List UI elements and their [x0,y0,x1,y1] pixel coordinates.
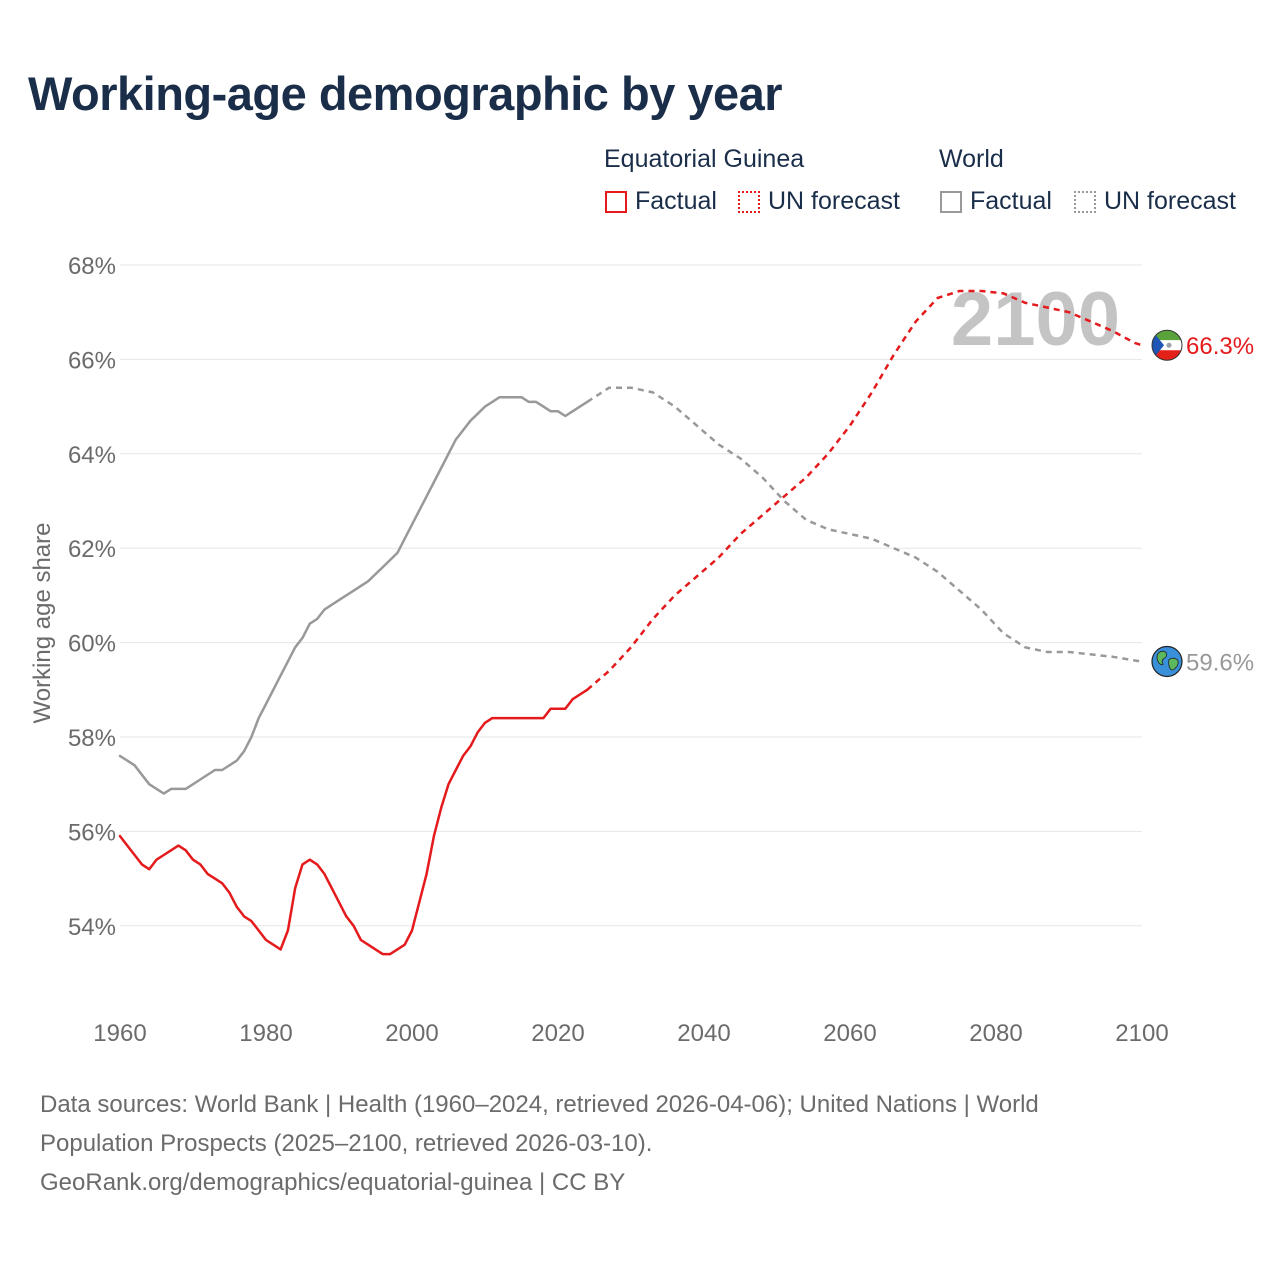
y-tick-label: 66% [68,347,116,374]
series-line-world-factual [118,395,589,795]
y-tick-label: 58% [68,725,116,752]
x-tick-label: 2060 [823,1020,876,1047]
footer-sources-line-1: Data sources: World Bank | Health (1960–… [40,1091,1039,1118]
end-value-label-world: 59.6% [1186,649,1254,676]
legend-label-world-factual: Factual [970,187,1052,215]
y-axis-label: Working age share [29,523,56,724]
legend-item-eq-factual[interactable]: Factual [605,187,717,216]
grid-lines [120,264,1142,927]
legend-title-equatorial-guinea: Equatorial Guinea [604,145,805,173]
x-axis-ticks: 1960 1980 2000 2020 2040 2060 2080 2100 [93,1020,1168,1047]
y-tick-label: 60% [68,631,116,658]
x-tick-label: 2020 [531,1020,584,1047]
x-tick-label: 2100 [1115,1020,1168,1047]
x-tick-label: 2040 [677,1020,730,1047]
x-tick-label: 1980 [239,1020,292,1047]
legend-swatch-eq-forecast [738,190,760,213]
legend-title-world: World [939,145,1004,173]
legend-label-world-forecast: UN forecast [1104,187,1236,215]
series-line-world-forecast [586,386,1143,663]
series-line-equatorial-guinea-factual [118,688,589,956]
x-tick-label: 1960 [93,1020,146,1047]
end-markers: 66.3% 59.6% [1151,329,1254,678]
y-axis-ticks: 54% 56% 58% 60% 62% 64% 66% 68% [68,253,116,941]
footer: Data sources: World Bank | Health (1960–… [40,1085,1200,1202]
y-tick-label: 54% [68,914,116,941]
x-tick-label: 2000 [385,1020,438,1047]
y-tick-label: 68% [68,253,116,280]
chart-title: Working-age demographic by year [28,67,783,120]
series-lines [118,289,1143,956]
legend-label-eq-factual: Factual [635,187,717,215]
legend-item-world-forecast[interactable]: UN forecast [1074,187,1236,216]
y-tick-label: 62% [68,536,116,563]
end-value-label-equatorial-guinea: 66.3% [1186,333,1254,360]
world-globe-icon [1151,645,1183,678]
year-label: 2100 [951,277,1120,362]
legend-label-eq-forecast: UN forecast [768,187,900,215]
chart-plot: 54% 56% 58% 60% 62% 64% 66% 68% 1960 1980 2000 202… [29,253,1254,1047]
legend-item-world-factual[interactable]: Factual [940,187,1052,216]
legend-item-eq-forecast[interactable]: UN forecast [738,187,900,216]
legend-swatch-world-factual [940,190,962,213]
footer-sources-line-2: Population Prospects (2025–2100, retriev… [40,1130,653,1157]
y-tick-label: 64% [68,442,116,469]
legend-swatch-world-forecast [1074,190,1096,213]
x-tick-label: 2080 [969,1020,1022,1047]
legend-swatch-eq-factual [605,190,627,213]
footer-credit: GeoRank.org/demographics/equatorial-guin… [40,1169,626,1196]
y-tick-label: 56% [68,819,116,846]
equatorial-guinea-flag-icon [1151,329,1183,361]
